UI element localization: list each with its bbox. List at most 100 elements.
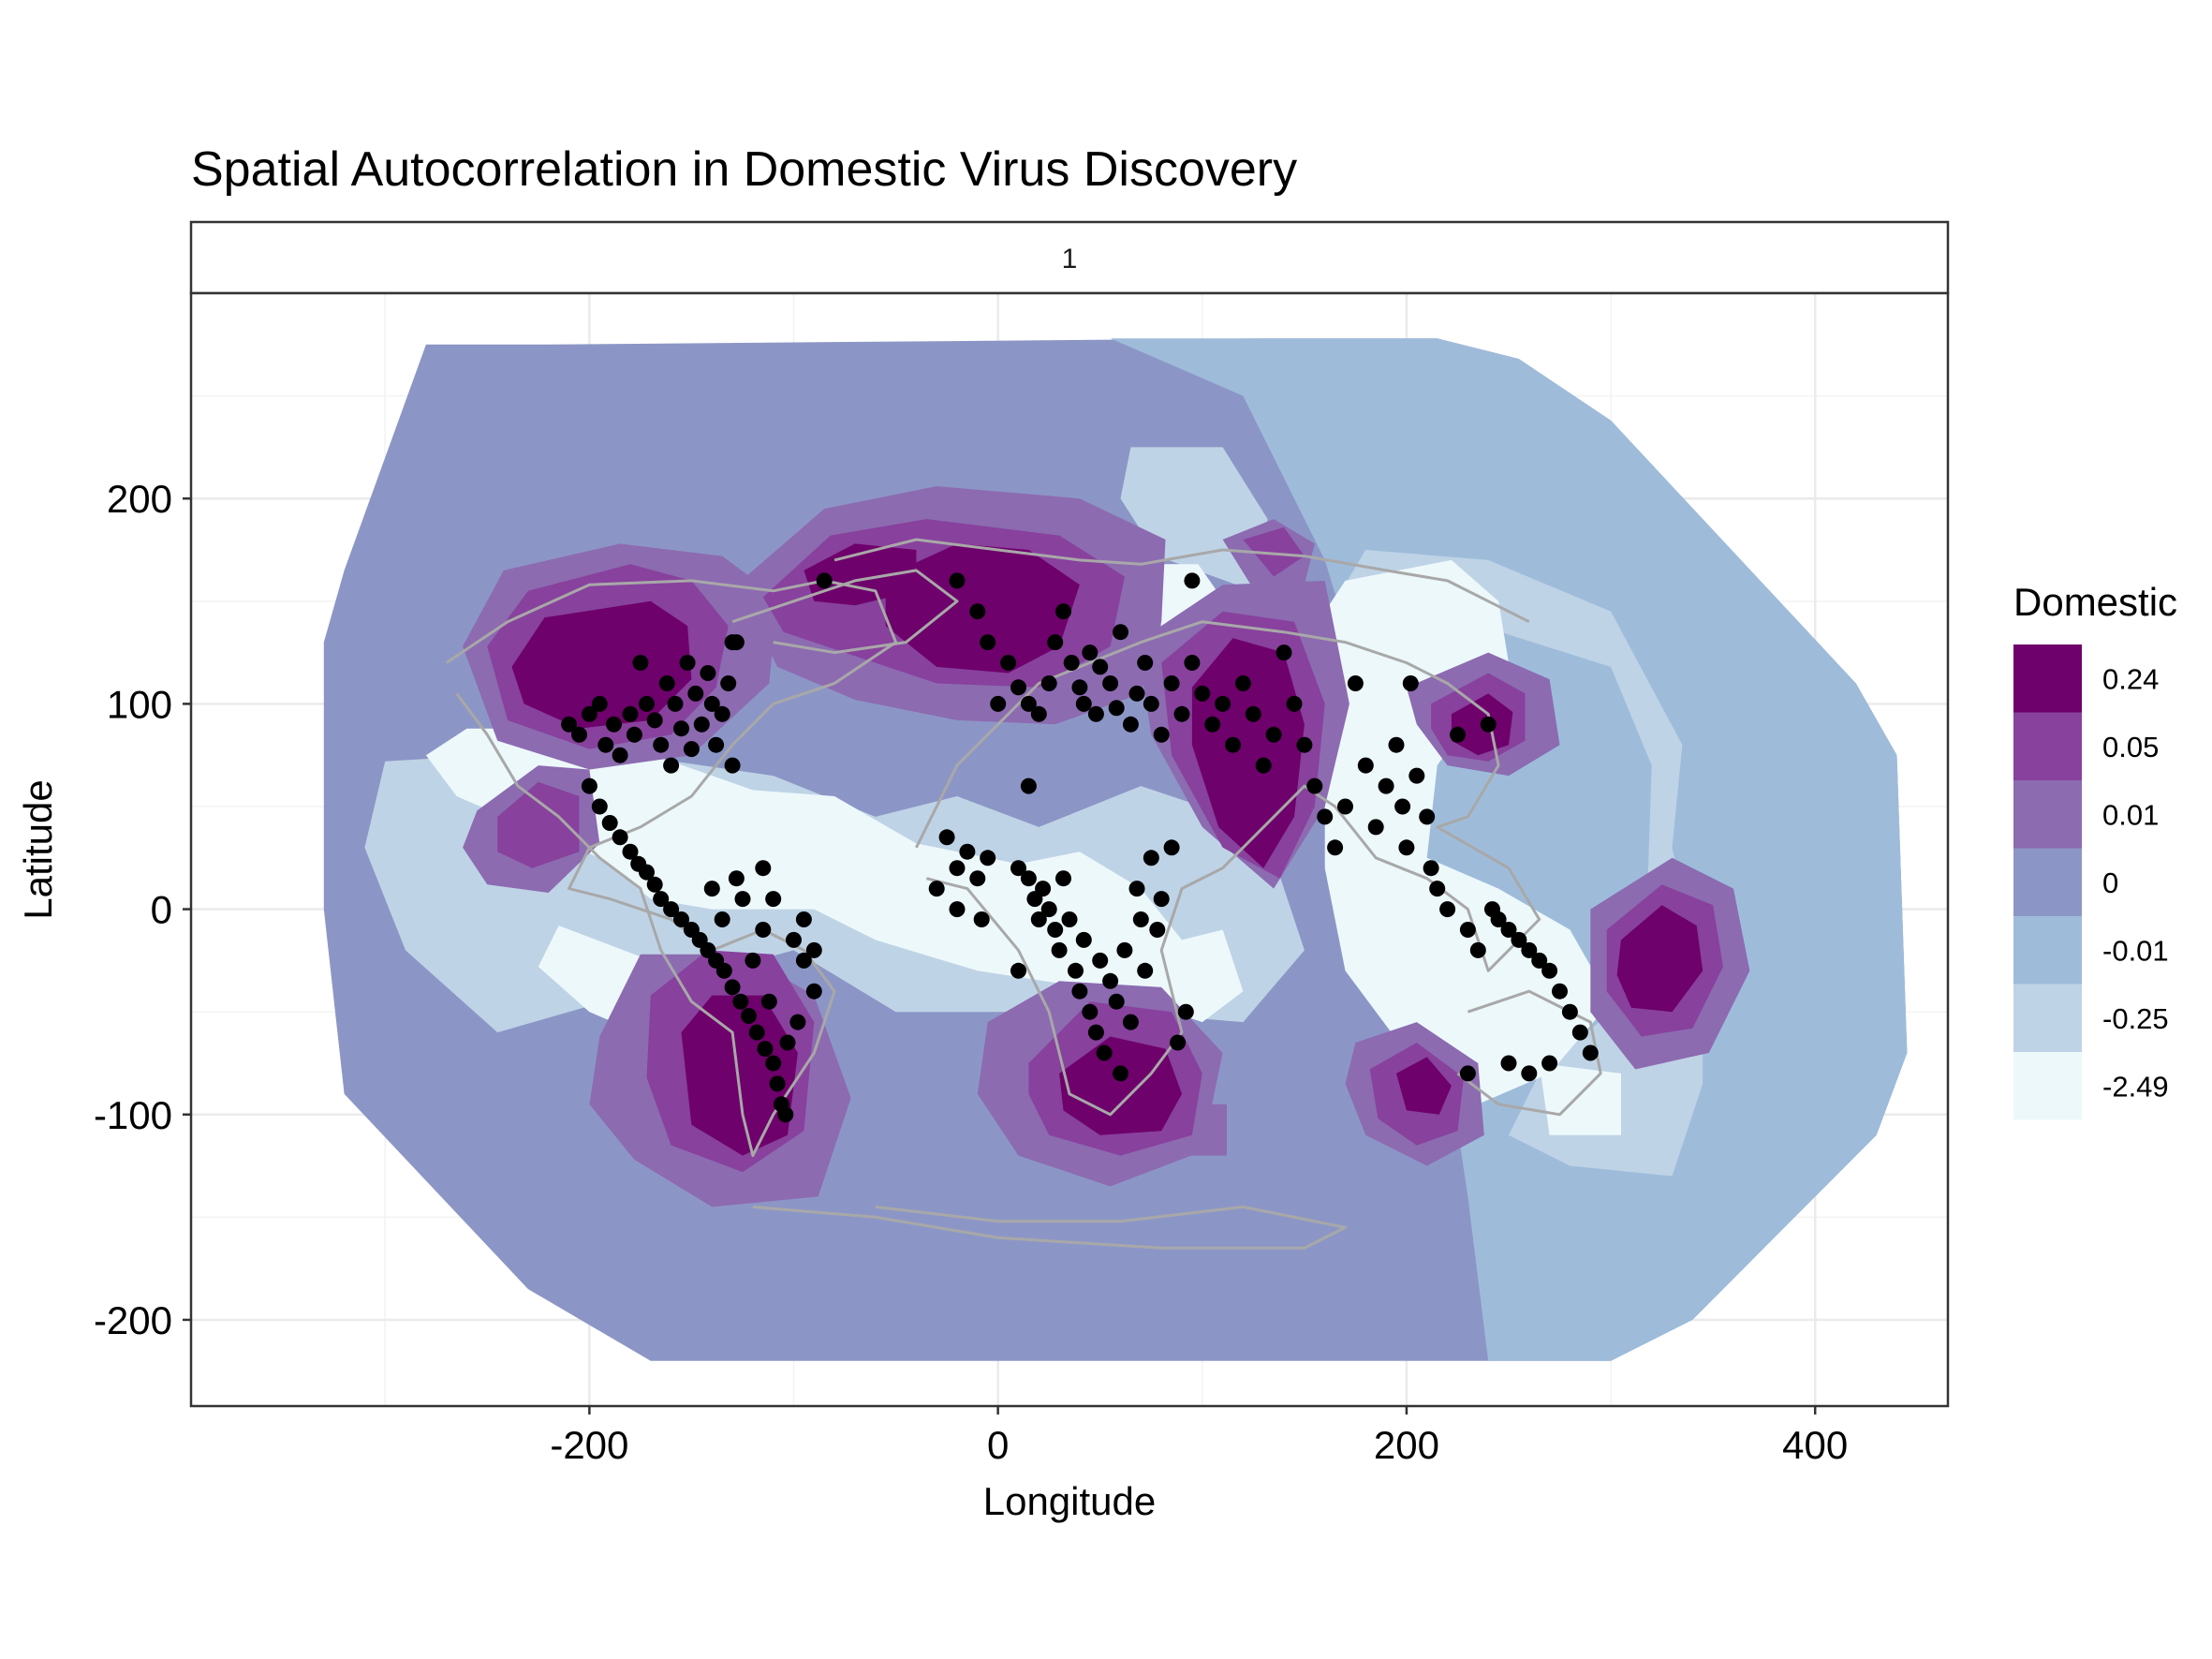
data-point bbox=[1170, 1034, 1187, 1051]
data-point bbox=[1087, 705, 1104, 722]
data-point bbox=[724, 757, 741, 774]
data-point bbox=[1030, 705, 1047, 722]
data-point bbox=[1143, 695, 1159, 712]
data-point bbox=[687, 685, 704, 702]
data-point bbox=[1500, 922, 1517, 938]
surface-region bbox=[1616, 905, 1703, 1013]
surface-region bbox=[1059, 1036, 1182, 1135]
data-point bbox=[1541, 962, 1558, 979]
data-point bbox=[1511, 931, 1527, 948]
data-point bbox=[1184, 572, 1201, 589]
data-point bbox=[816, 572, 833, 589]
data-point bbox=[679, 655, 696, 671]
legend-label: 0.24 bbox=[2102, 662, 2159, 695]
data-point bbox=[1061, 911, 1078, 927]
data-point bbox=[639, 864, 655, 881]
data-point bbox=[1075, 931, 1092, 948]
data-point bbox=[715, 962, 732, 979]
legend: Domestic 0.24 0.05 0.01 0 -0.01 -0.25 -2.49 bbox=[2013, 580, 2177, 1120]
data-point bbox=[1286, 695, 1303, 712]
data-point bbox=[1020, 695, 1037, 712]
data-point bbox=[1096, 1044, 1113, 1061]
data-point bbox=[765, 1055, 782, 1072]
data-point bbox=[734, 891, 751, 908]
data-point bbox=[928, 881, 945, 897]
data-point bbox=[1010, 679, 1026, 696]
coastline bbox=[731, 569, 959, 655]
data-point bbox=[1531, 952, 1548, 969]
points-layer bbox=[561, 572, 1599, 1123]
data-point bbox=[1225, 736, 1241, 753]
data-point bbox=[700, 665, 716, 681]
coastline bbox=[915, 620, 1541, 1117]
y-tick-label: 100 bbox=[107, 682, 172, 726]
data-point bbox=[1113, 1065, 1128, 1082]
data-point bbox=[1055, 603, 1071, 620]
data-point bbox=[626, 726, 642, 743]
data-point bbox=[1459, 1065, 1476, 1082]
legend-title: Domestic bbox=[2013, 580, 2177, 624]
data-point bbox=[1234, 675, 1251, 691]
data-point bbox=[1030, 911, 1047, 927]
x-axis-label: Longitude bbox=[983, 1479, 1157, 1523]
data-point bbox=[1500, 1055, 1517, 1072]
facet-strip-background bbox=[189, 220, 1950, 295]
data-point bbox=[969, 870, 986, 887]
data-point bbox=[1122, 716, 1139, 733]
data-point bbox=[1367, 819, 1384, 836]
data-point bbox=[1082, 1003, 1099, 1020]
data-point bbox=[606, 716, 622, 733]
data-point bbox=[1047, 634, 1064, 651]
x-tick-label: 0 bbox=[987, 1423, 1009, 1467]
data-point bbox=[714, 705, 730, 722]
data-point bbox=[1102, 972, 1119, 989]
y-axis: 200 100 0 -100 -200 bbox=[94, 477, 191, 1342]
facet-strip: 1 bbox=[189, 220, 1950, 295]
data-point bbox=[591, 695, 608, 712]
data-point bbox=[622, 843, 639, 860]
chart-title: Spatial Autocorrelation in Domestic Viru… bbox=[191, 142, 1297, 197]
data-point bbox=[1204, 716, 1221, 733]
data-point bbox=[1378, 778, 1394, 794]
data-point bbox=[1143, 850, 1159, 867]
data-point bbox=[732, 993, 749, 1010]
legend-label: 0.01 bbox=[2102, 798, 2159, 831]
data-point bbox=[1459, 922, 1476, 938]
data-point bbox=[769, 1075, 786, 1092]
data-point bbox=[1092, 659, 1109, 675]
data-point bbox=[1122, 1014, 1139, 1030]
data-point bbox=[779, 1034, 796, 1051]
data-point bbox=[646, 876, 663, 893]
data-point bbox=[1255, 757, 1272, 774]
data-point bbox=[724, 634, 741, 651]
data-point bbox=[1137, 962, 1154, 979]
data-point bbox=[622, 705, 639, 722]
data-point bbox=[632, 655, 649, 671]
surface-region bbox=[1396, 1057, 1452, 1115]
data-point bbox=[959, 843, 976, 860]
y-tick-label: 200 bbox=[107, 477, 172, 521]
data-point bbox=[1582, 1044, 1599, 1061]
data-point bbox=[597, 736, 614, 753]
legend-label: -0.01 bbox=[2102, 934, 2169, 967]
data-point bbox=[777, 1106, 794, 1123]
data-point bbox=[667, 695, 684, 712]
data-point bbox=[581, 778, 597, 794]
data-point bbox=[1047, 922, 1064, 938]
data-point bbox=[1040, 901, 1057, 918]
data-point bbox=[1071, 983, 1088, 1000]
data-point bbox=[969, 603, 986, 620]
data-point bbox=[581, 705, 597, 722]
data-point bbox=[1173, 705, 1190, 722]
legend-key bbox=[2013, 848, 2082, 916]
data-point bbox=[1163, 675, 1180, 691]
data-point bbox=[1184, 655, 1201, 671]
data-point bbox=[1552, 983, 1568, 1000]
data-point bbox=[1394, 798, 1411, 815]
data-point bbox=[1087, 1024, 1104, 1041]
data-point bbox=[724, 979, 741, 996]
data-point bbox=[795, 952, 812, 969]
data-point bbox=[1092, 952, 1109, 969]
data-point bbox=[714, 911, 730, 927]
